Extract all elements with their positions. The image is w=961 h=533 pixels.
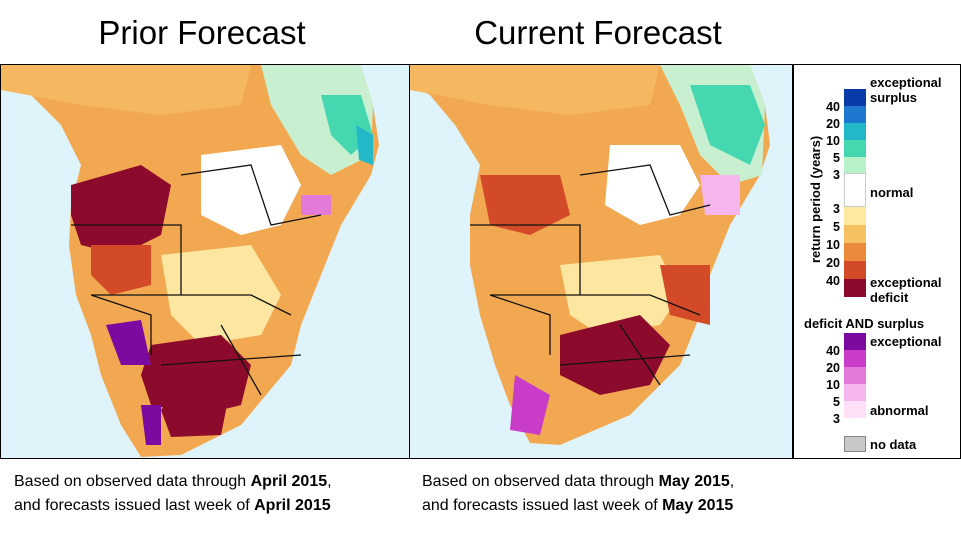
prior-both-cape bbox=[141, 405, 161, 445]
prior-forecast-map: isciences bbox=[0, 64, 410, 459]
legend-deficit-swatch bbox=[844, 207, 866, 225]
prior-deficit-angola-rim bbox=[91, 245, 151, 295]
prior-caption: Based on observed data through April 201… bbox=[14, 470, 404, 518]
legend-normal-swatch bbox=[844, 173, 866, 207]
current-caption-date1: May 2015 bbox=[658, 473, 730, 490]
legend-tick: 20 bbox=[826, 361, 840, 375]
current-caption-line2: and forecasts issued last week of bbox=[422, 497, 663, 514]
current-deficit-angola bbox=[480, 175, 570, 235]
legend-tick: 20 bbox=[826, 117, 840, 131]
current-caption: Based on observed data through May 2015,… bbox=[422, 470, 802, 518]
legend-both-exceptional: exceptional bbox=[870, 334, 942, 349]
legend-tick: 40 bbox=[826, 344, 840, 358]
prior-caption-date1: April 2015 bbox=[250, 473, 328, 490]
legend-tick: 10 bbox=[826, 378, 840, 392]
legend-surplus-swatch bbox=[844, 123, 866, 140]
legend-tick: 10 bbox=[826, 134, 840, 148]
legend-tick: 5 bbox=[833, 151, 840, 165]
legend-deficit-bar bbox=[844, 207, 866, 297]
legend-no-data-swatch bbox=[844, 436, 866, 452]
legend-both-abnormal: abnormal bbox=[870, 403, 929, 418]
prior-caption-date2: April 2015 bbox=[254, 497, 331, 514]
prior-caption-line1: Based on observed data through bbox=[14, 473, 251, 490]
prior-north-band bbox=[1, 65, 251, 115]
legend-tick: 3 bbox=[833, 412, 840, 426]
legend-surplus-swatch bbox=[844, 140, 866, 157]
legend-panel: return period (years) 40 20 10 5 3 3 5 1… bbox=[793, 64, 961, 459]
current-forecast-map bbox=[409, 64, 793, 459]
current-both-east bbox=[700, 175, 740, 215]
legend-both-swatch bbox=[844, 384, 866, 401]
prior-map-svg bbox=[1, 65, 379, 457]
prior-normal-zone bbox=[201, 145, 301, 235]
current-north-band bbox=[410, 65, 660, 115]
legend-tick: 40 bbox=[826, 100, 840, 114]
legend-both-bar bbox=[844, 333, 866, 418]
legend-tick: 5 bbox=[833, 395, 840, 409]
legend-both-swatch bbox=[844, 333, 866, 350]
current-caption-line1: Based on observed data through bbox=[422, 473, 659, 490]
legend-deficit-label: exceptional deficit bbox=[870, 275, 942, 305]
current-surplus-mid bbox=[690, 85, 765, 165]
legend-tick: 10 bbox=[826, 238, 840, 252]
prior-deficit-angola bbox=[71, 165, 171, 255]
legend-surplus-bar bbox=[844, 89, 866, 173]
prior-borders bbox=[71, 164, 322, 396]
current-forecast-title: Current Forecast bbox=[474, 14, 722, 51]
legend-surplus-swatch bbox=[844, 89, 866, 106]
prior-forecast-title: Prior Forecast bbox=[98, 14, 306, 51]
prior-deficit-cape bbox=[161, 385, 231, 437]
legend-surplus-label: exceptional surplus bbox=[870, 75, 942, 105]
legend-deficit-swatch bbox=[844, 261, 866, 279]
legend-both-swatch bbox=[844, 401, 866, 418]
legend-deficit-swatch bbox=[844, 243, 866, 261]
legend-surplus-swatch bbox=[844, 106, 866, 123]
prior-caption-comma: , bbox=[327, 473, 332, 490]
current-map-svg bbox=[410, 65, 770, 445]
legend-tick: 5 bbox=[833, 220, 840, 234]
legend-deficit-swatch bbox=[844, 225, 866, 243]
legend-tick: 3 bbox=[833, 168, 840, 182]
current-deficit-south bbox=[560, 315, 670, 395]
legend-tick: 20 bbox=[826, 256, 840, 270]
prior-surplus-strong bbox=[356, 125, 373, 165]
current-borders bbox=[470, 164, 711, 386]
legend-deficit-swatch bbox=[844, 279, 866, 297]
legend-both-swatch bbox=[844, 367, 866, 384]
legend-surplus-swatch bbox=[844, 157, 866, 173]
legend-normal-label: normal bbox=[870, 185, 914, 200]
current-caption-date2: May 2015 bbox=[662, 497, 734, 514]
legend-tick: 3 bbox=[833, 202, 840, 216]
current-both-cape bbox=[510, 375, 550, 435]
prior-both-namibia bbox=[106, 320, 151, 365]
legend-both-swatch bbox=[844, 350, 866, 367]
legend-both-title: deficit AND surplus bbox=[804, 316, 925, 331]
prior-both-east bbox=[301, 195, 331, 215]
current-deficit-mozambique bbox=[660, 265, 710, 325]
current-normal-zone bbox=[605, 145, 700, 225]
current-caption-comma: , bbox=[729, 473, 735, 490]
legend-no-data-label: no data bbox=[870, 437, 917, 452]
prior-caption-line2: and forecasts issued last week of bbox=[14, 497, 255, 514]
legend-tick: 40 bbox=[826, 274, 840, 288]
